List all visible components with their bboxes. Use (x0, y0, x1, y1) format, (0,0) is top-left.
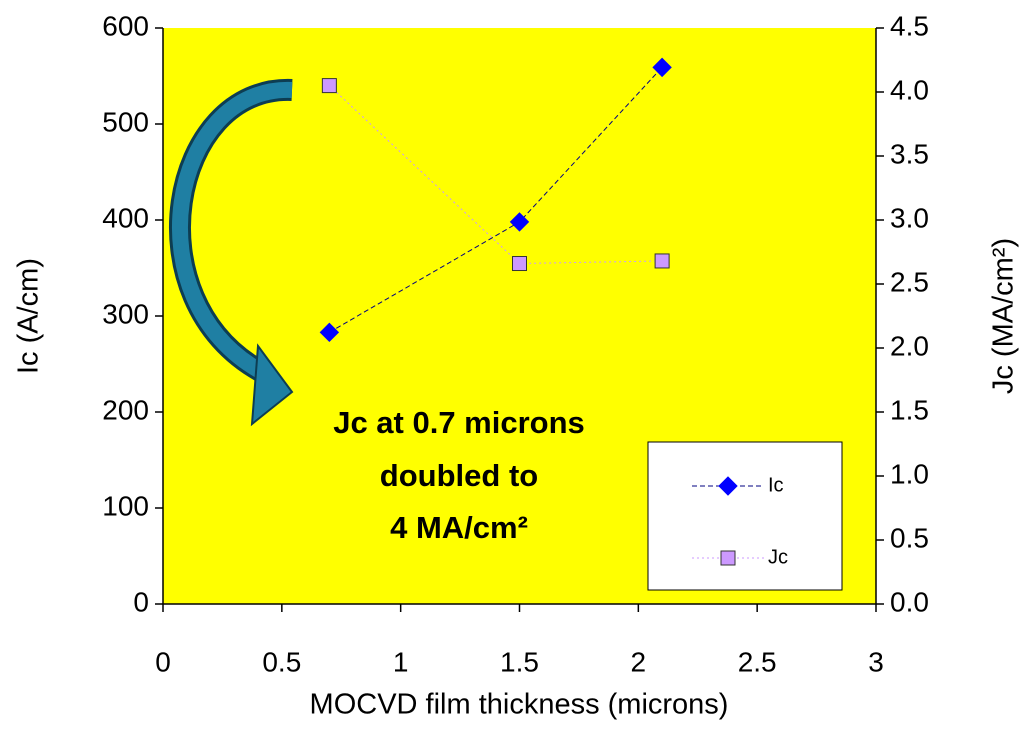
y2-tick-label: 1.0 (890, 458, 929, 489)
y2-tick-label: 0.5 (890, 522, 929, 553)
annotation: 4 MA/cm² (390, 510, 528, 545)
y2-tick-label: 4.5 (890, 10, 929, 41)
y2-tick-label: 3.0 (890, 202, 929, 233)
marker (718, 476, 738, 496)
legend-label: Jc (768, 546, 788, 568)
marker (652, 57, 672, 78)
y-tick-label: 500 (102, 106, 149, 137)
x-tick-label: 1 (393, 646, 409, 677)
x-axis-label: MOCVD film thickness (microns) (310, 689, 729, 721)
y-tick-label: 100 (102, 490, 149, 521)
annotation: Jc at 0.7 microns (333, 405, 585, 440)
legend-label: Ic (768, 474, 784, 496)
y2-tick-label: 2.0 (890, 330, 929, 361)
x-tick-label: 3 (868, 646, 884, 677)
y2-tick-label: 3.5 (890, 138, 929, 169)
y-tick-label: 300 (102, 298, 149, 329)
marker (720, 550, 736, 566)
marker (321, 78, 337, 94)
arrow (168, 78, 294, 427)
annotation: doubled to (380, 458, 538, 493)
marker (319, 322, 340, 343)
y-tick-label: 600 (102, 10, 149, 41)
x-tick-label: 2.5 (738, 646, 777, 677)
x-tick-label: 1.5 (500, 646, 539, 677)
y-axis-label: Ic (A/cm) (13, 258, 45, 374)
marker (654, 253, 670, 269)
x-tick-label: 0.5 (262, 646, 301, 677)
marker (512, 256, 527, 272)
y-tick-label: 200 (102, 394, 149, 425)
y2-tick-label: 4.0 (890, 74, 929, 105)
y2-tick-label: 0.0 (890, 586, 929, 617)
legend (647, 441, 843, 591)
y-tick-label: 400 (102, 202, 149, 233)
y2-tick-label: 2.5 (890, 266, 929, 297)
y2-axis-label: Jc (MA/cm²) (988, 238, 1020, 394)
y2-tick-label: 1.5 (890, 394, 929, 425)
x-tick-label: 0 (155, 646, 171, 677)
y-tick-label: 0 (133, 586, 149, 617)
x-tick-label: 2 (631, 646, 647, 677)
marker (509, 212, 530, 232)
